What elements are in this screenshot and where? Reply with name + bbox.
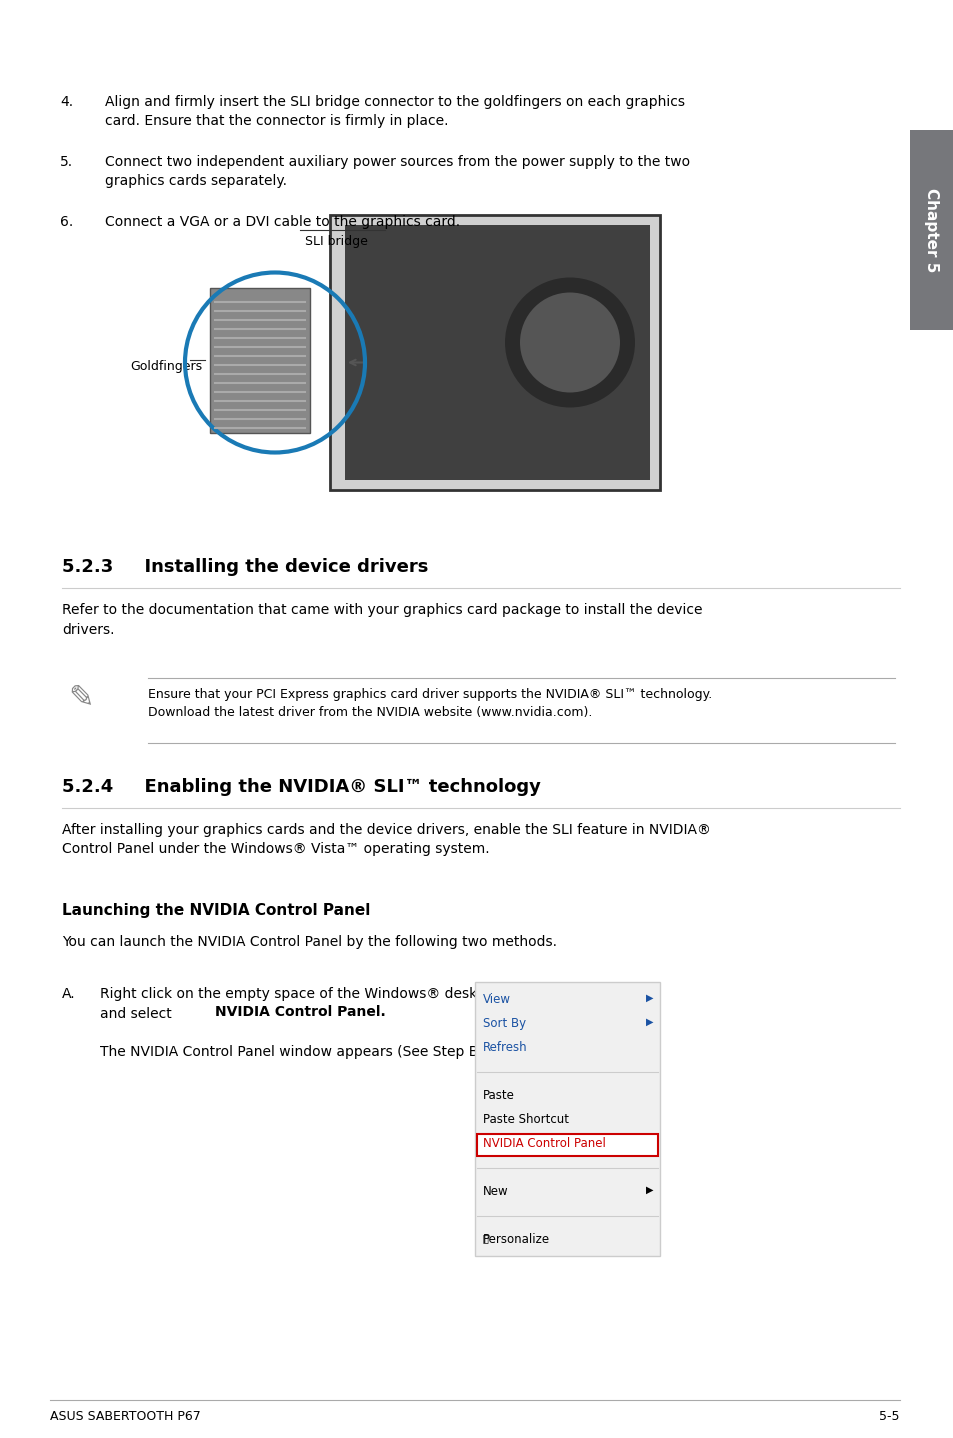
Text: 5.: 5. — [60, 155, 73, 170]
Text: ASUS SABERTOOTH P67: ASUS SABERTOOTH P67 — [50, 1411, 200, 1424]
Text: Launching the NVIDIA Control Panel: Launching the NVIDIA Control Panel — [62, 903, 370, 917]
Text: Goldfingers: Goldfingers — [130, 360, 202, 372]
FancyBboxPatch shape — [475, 982, 659, 1255]
Text: Refer to the documentation that came with your graphics card package to install : Refer to the documentation that came wit… — [62, 603, 701, 637]
Text: Refresh: Refresh — [482, 1041, 527, 1054]
Text: You can launch the NVIDIA Control Panel by the following two methods.: You can launch the NVIDIA Control Panel … — [62, 935, 557, 949]
Text: Paste: Paste — [482, 1089, 515, 1102]
FancyBboxPatch shape — [476, 1135, 658, 1156]
Text: 4.: 4. — [60, 95, 73, 109]
Text: SLI bridge: SLI bridge — [305, 234, 368, 247]
FancyBboxPatch shape — [909, 129, 953, 329]
Bar — [210, 288, 310, 433]
Text: Sort By: Sort By — [482, 1017, 525, 1030]
Text: ▶: ▶ — [645, 1017, 653, 1027]
Bar — [330, 216, 659, 490]
Text: 🖼: 🖼 — [482, 1232, 488, 1242]
Text: The NVIDIA Control Panel window appears (See Step B5).: The NVIDIA Control Panel window appears … — [100, 1045, 497, 1058]
Text: NVIDIA Control Panel: NVIDIA Control Panel — [482, 1137, 605, 1150]
Text: NVIDIA Control Panel.: NVIDIA Control Panel. — [214, 1005, 385, 1020]
Text: Align and firmly insert the SLI bridge connector to the goldfingers on each grap: Align and firmly insert the SLI bridge c… — [105, 95, 684, 128]
Text: A.: A. — [62, 986, 75, 1001]
Text: After installing your graphics cards and the device drivers, enable the SLI feat: After installing your graphics cards and… — [62, 823, 710, 857]
Bar — [345, 224, 649, 480]
Circle shape — [504, 278, 635, 407]
Circle shape — [519, 292, 619, 393]
Text: Paste Shortcut: Paste Shortcut — [482, 1113, 568, 1126]
Text: Chapter 5: Chapter 5 — [923, 188, 939, 272]
Text: ▶: ▶ — [645, 994, 653, 1002]
Text: Ensure that your PCI Express graphics card driver supports the NVIDIA® SLI™ tech: Ensure that your PCI Express graphics ca… — [148, 687, 712, 719]
Text: View: View — [482, 994, 511, 1007]
Text: 5.2.4     Enabling the NVIDIA® SLI™ technology: 5.2.4 Enabling the NVIDIA® SLI™ technolo… — [62, 778, 540, 797]
Text: 6.: 6. — [60, 216, 73, 229]
Text: Right click on the empty space of the Windows® desktop
and select: Right click on the empty space of the Wi… — [100, 986, 499, 1021]
Text: ▶: ▶ — [645, 1185, 653, 1195]
Text: Connect two independent auxiliary power sources from the power supply to the two: Connect two independent auxiliary power … — [105, 155, 689, 188]
Text: 5-5: 5-5 — [879, 1411, 899, 1424]
Text: Personalize: Personalize — [482, 1232, 550, 1245]
Text: ✎: ✎ — [68, 683, 93, 712]
Text: New: New — [482, 1185, 508, 1198]
Text: Connect a VGA or a DVI cable to the graphics card.: Connect a VGA or a DVI cable to the grap… — [105, 216, 459, 229]
Text: 5.2.3     Installing the device drivers: 5.2.3 Installing the device drivers — [62, 558, 428, 577]
